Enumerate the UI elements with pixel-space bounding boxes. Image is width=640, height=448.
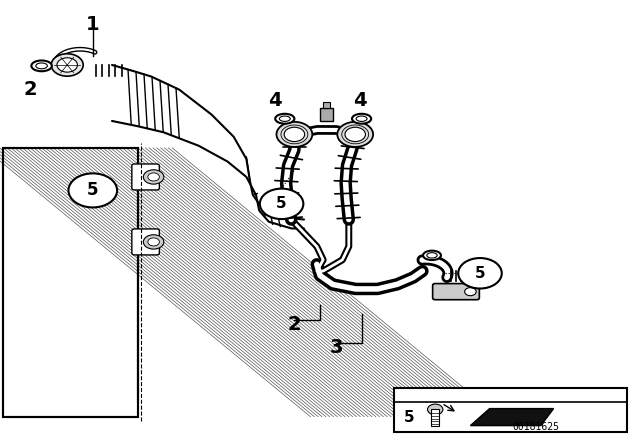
Ellipse shape [275, 114, 294, 124]
Text: 5: 5 [475, 266, 485, 281]
FancyBboxPatch shape [433, 284, 479, 300]
Circle shape [276, 122, 312, 147]
Text: 1: 1 [86, 15, 100, 34]
Bar [320, 108, 333, 121]
Text: 3: 3 [329, 338, 343, 357]
Circle shape [345, 127, 365, 142]
Circle shape [148, 238, 159, 246]
Circle shape [284, 127, 305, 142]
Bar [431, 409, 439, 426]
Circle shape [143, 170, 164, 184]
Circle shape [467, 269, 486, 282]
Text: 2: 2 [287, 315, 301, 334]
Polygon shape [470, 409, 554, 426]
Circle shape [51, 54, 83, 76]
Text: 4: 4 [353, 91, 367, 110]
Bar [394, 388, 627, 432]
Text: 5: 5 [87, 181, 99, 199]
Circle shape [57, 58, 77, 72]
Circle shape [337, 122, 373, 147]
Circle shape [143, 235, 164, 249]
Circle shape [68, 173, 117, 207]
Ellipse shape [280, 116, 291, 121]
Text: 4: 4 [268, 91, 282, 110]
Circle shape [461, 264, 493, 287]
Bar [3, 148, 138, 417]
Text: 2: 2 [24, 80, 38, 99]
Ellipse shape [356, 116, 367, 121]
Circle shape [148, 173, 159, 181]
FancyBboxPatch shape [132, 164, 159, 190]
Text: 5: 5 [404, 410, 415, 425]
Ellipse shape [36, 63, 47, 69]
Ellipse shape [31, 60, 52, 71]
Text: 5: 5 [276, 196, 287, 211]
Ellipse shape [423, 251, 441, 260]
Bar [323, 102, 330, 108]
Circle shape [428, 404, 443, 415]
FancyBboxPatch shape [132, 229, 159, 255]
Circle shape [465, 288, 476, 296]
Ellipse shape [352, 114, 371, 124]
Circle shape [458, 258, 502, 289]
Bar [3, 148, 138, 417]
Text: 00181625: 00181625 [513, 422, 559, 432]
Ellipse shape [427, 253, 437, 258]
Circle shape [260, 189, 303, 219]
